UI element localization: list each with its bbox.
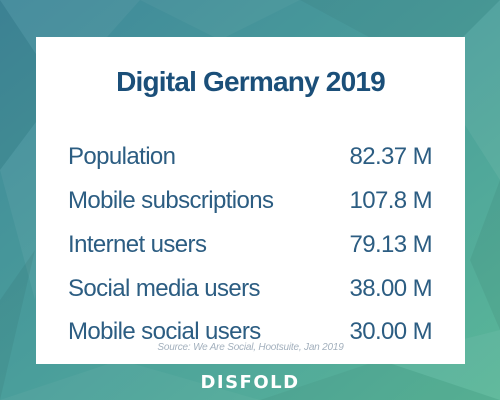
stat-label: Social media users [68, 275, 261, 302]
stat-row-population: Population 82.37 M [68, 139, 433, 175]
stat-label: Mobile social users [68, 318, 261, 345]
stat-value: 30.00 M [349, 318, 432, 345]
stat-row-mobile-subscriptions: Mobile subscriptions 107.8 M [68, 183, 433, 219]
source-caption: Source: We Are Social, Hootsuite, Jan 20… [157, 342, 344, 353]
stat-value: 79.13 M [349, 231, 432, 258]
stat-value: 82.37 M [349, 143, 432, 170]
stat-label: Population [68, 143, 176, 170]
stat-label: Mobile subscriptions [68, 187, 274, 214]
stat-row-social-media-users: Social media users 38.00 M [68, 271, 433, 307]
card-title: Digital Germany 2019 [116, 66, 386, 97]
disfold-logo: DISFOLD [200, 372, 300, 393]
stat-row-mobile-social-users: Mobile social users 30.00 M [68, 314, 433, 350]
stat-label: Internet users [68, 231, 207, 258]
stats-list: Population 82.37 M Mobile subscriptions … [36, 37, 465, 364]
stat-value: 38.00 M [349, 275, 432, 302]
stat-row-internet-users: Internet users 79.13 M [68, 227, 433, 263]
info-card: Digital Germany 2019 Population 82.37 M … [36, 37, 465, 364]
stat-value: 107.8 M [349, 187, 432, 214]
